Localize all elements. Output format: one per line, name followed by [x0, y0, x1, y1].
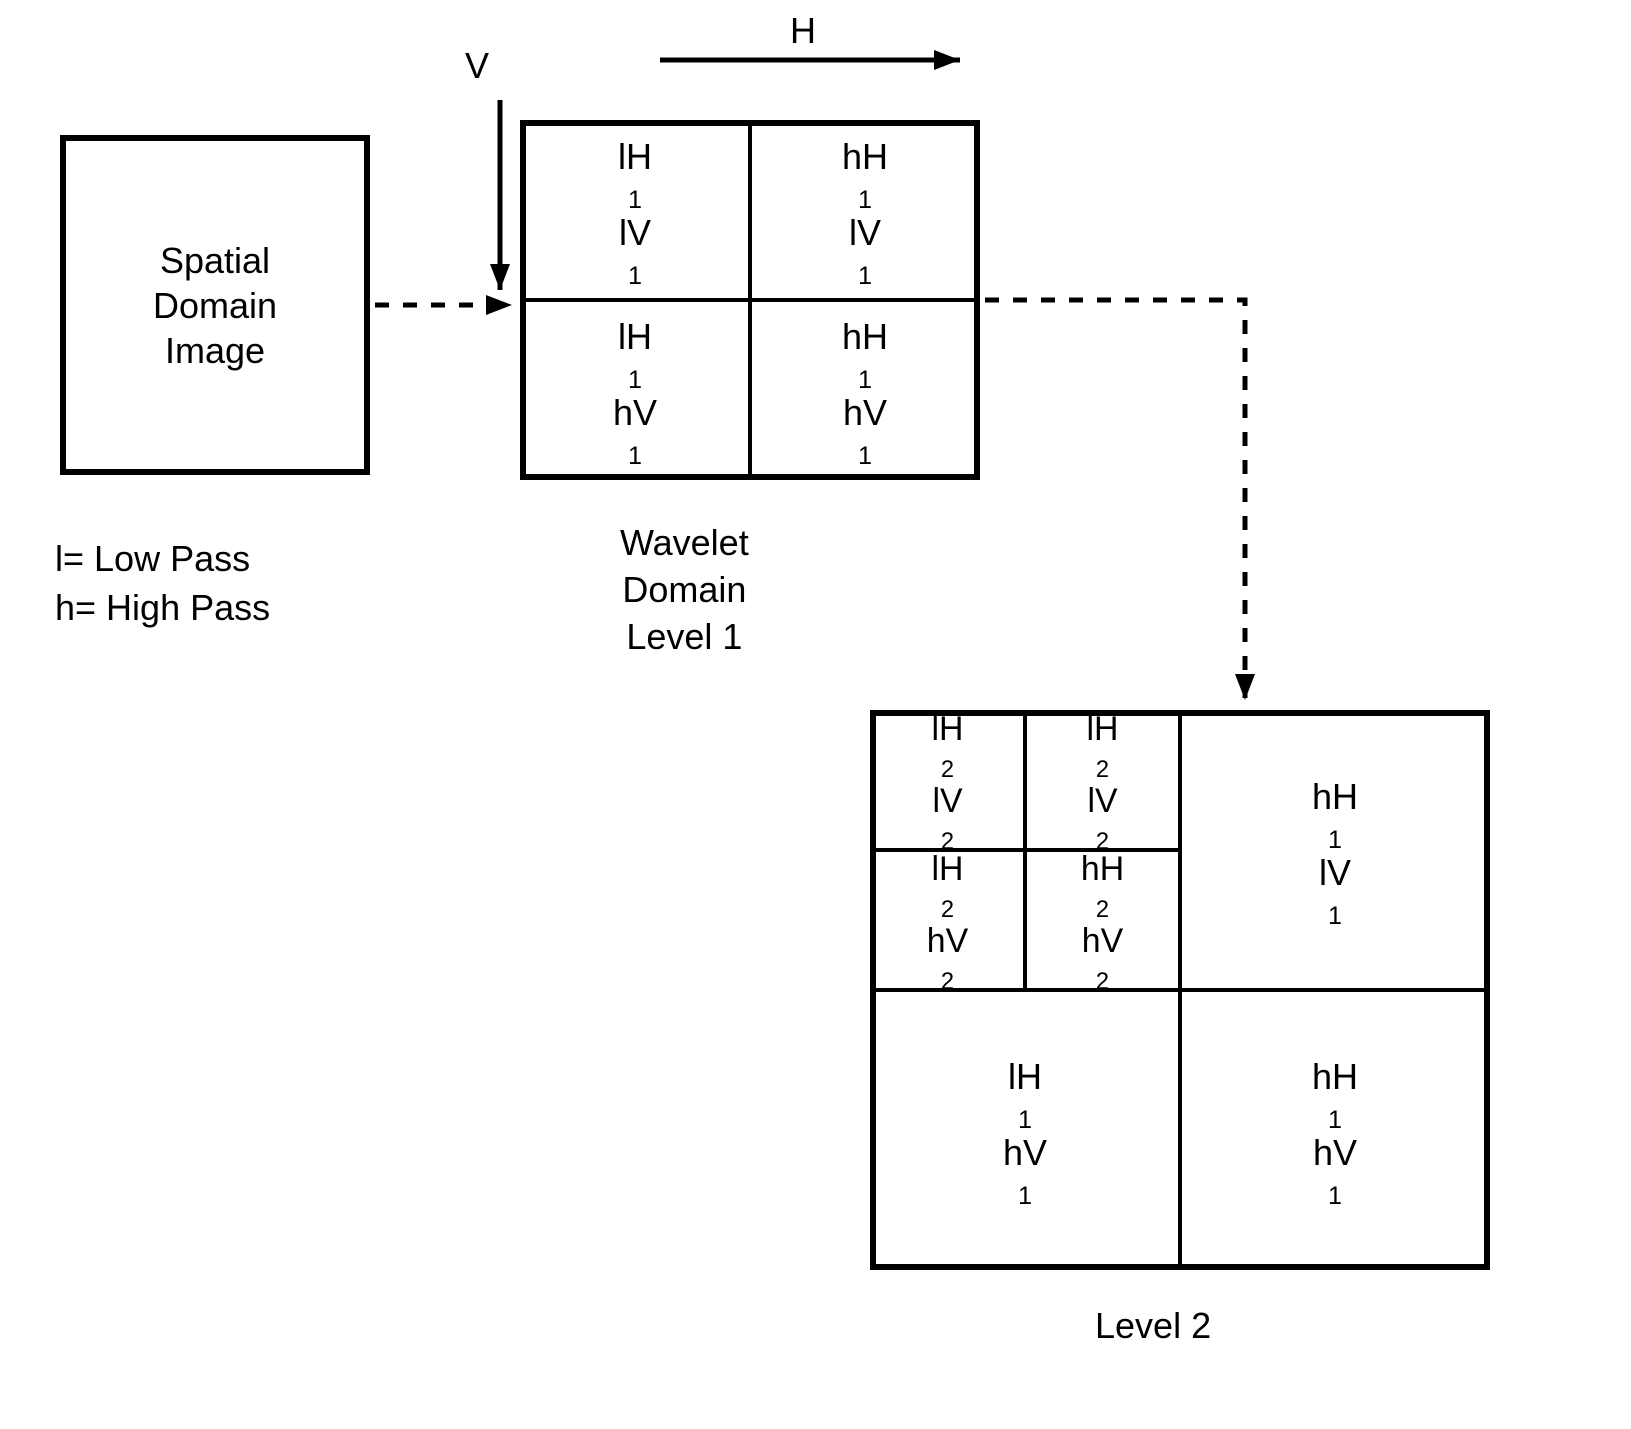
level2-inner-cell: lH2hV2: [870, 850, 1025, 990]
wavelet-decomposition-diagram: SpatialDomainImagel= Low Passh= High Pas…: [0, 0, 1631, 1429]
level2-caption: Level 2: [1095, 1305, 1211, 1347]
level2-outer-cell: hH1lV1: [1180, 710, 1490, 990]
level2-inner-cell: lH2lV2: [1025, 710, 1180, 850]
level2-inner-cell: lH2lV2: [870, 710, 1025, 850]
level2-outer-cell: hH1hV1: [1180, 990, 1490, 1270]
level2-outer-cell: lH1hV1: [870, 990, 1180, 1270]
level2-inner-cell: hH2hV2: [1025, 850, 1180, 990]
